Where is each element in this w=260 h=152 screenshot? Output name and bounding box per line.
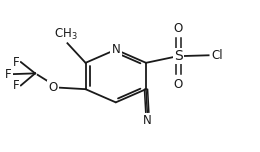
Text: N: N [143, 114, 152, 127]
Text: F: F [13, 79, 20, 92]
Text: F: F [5, 68, 12, 81]
Text: O: O [174, 21, 183, 35]
Text: Cl: Cl [211, 49, 223, 62]
Text: N: N [111, 43, 120, 56]
Text: S: S [174, 49, 183, 63]
Text: O: O [48, 81, 58, 94]
Text: F: F [13, 56, 20, 69]
Text: O: O [174, 78, 183, 91]
Text: CH$_3$: CH$_3$ [54, 27, 78, 42]
